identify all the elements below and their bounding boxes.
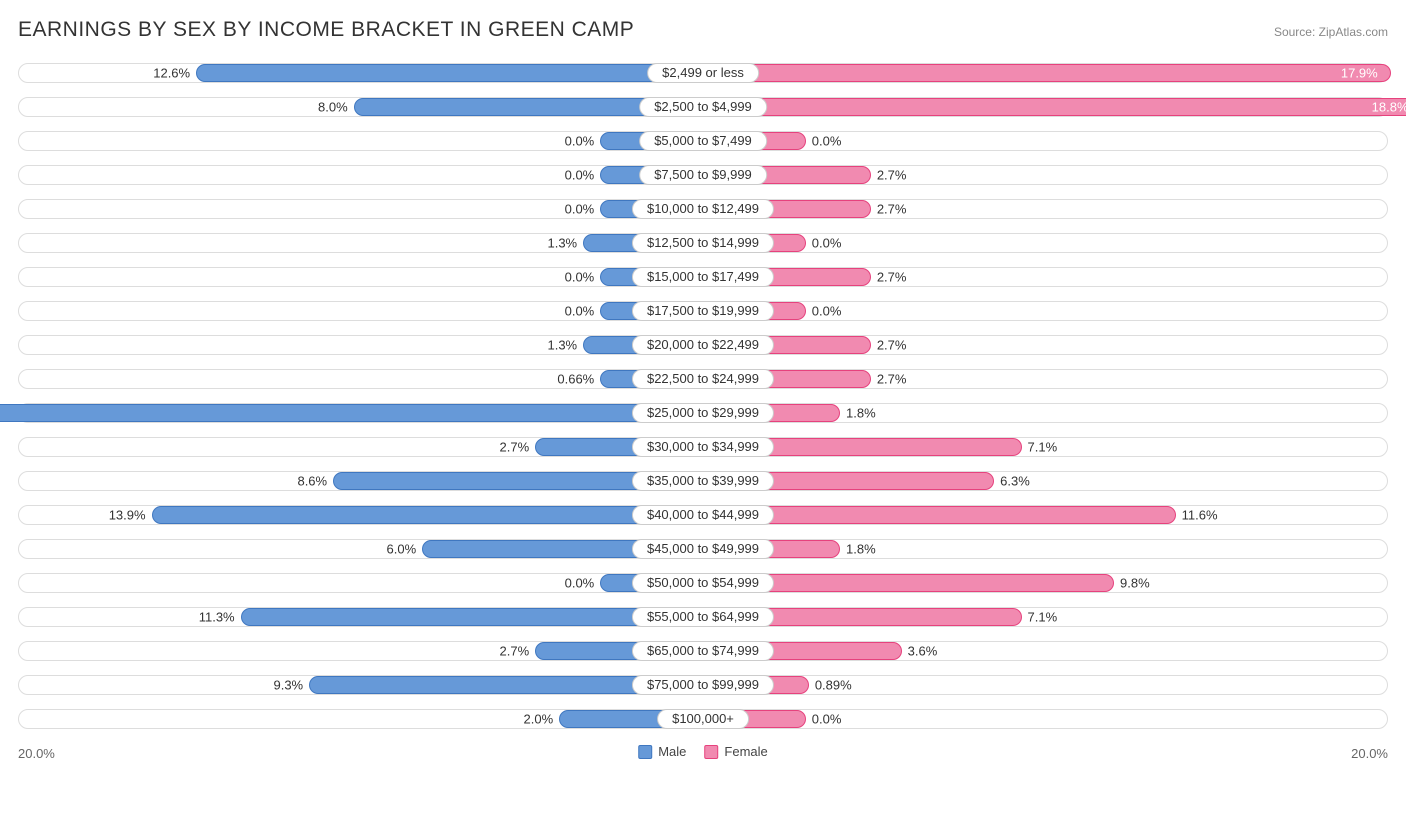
female-swatch-icon: [704, 745, 718, 759]
legend: Male Female: [638, 744, 768, 759]
chart-row: $30,000 to $34,999 2.7% 7.1%: [18, 430, 1388, 464]
female-pct-label: 2.7%: [877, 270, 907, 285]
female-bar: [703, 64, 1391, 82]
bracket-label: $10,000 to $12,499: [632, 199, 774, 219]
chart-row: $2,500 to $4,9998.0%18.8%: [18, 90, 1388, 124]
male-bar: [152, 506, 703, 524]
legend-male-label: Male: [658, 744, 686, 759]
male-pct-label: 8.6%: [297, 474, 327, 489]
bracket-label: $2,500 to $4,999: [639, 97, 767, 117]
bracket-label: $100,000+: [657, 709, 749, 729]
female-pct-label: 0.0%: [812, 134, 842, 149]
female-pct-label: 17.9%: [1341, 66, 1378, 81]
female-pct-label: 6.3%: [1000, 474, 1030, 489]
bracket-label: $55,000 to $64,999: [632, 607, 774, 627]
female-pct-label: 2.7%: [877, 372, 907, 387]
axis-right-label: 20.0%: [1351, 746, 1388, 761]
male-pct-label: 8.0%: [318, 100, 348, 115]
chart-row: $100,000+ 2.0% 0.0%: [18, 702, 1388, 736]
chart-row: $15,000 to $17,499 0.0% 2.7%: [18, 260, 1388, 294]
bracket-label: $22,500 to $24,999: [632, 369, 774, 389]
female-pct-label: 7.1%: [1028, 610, 1058, 625]
female-pct-label: 3.6%: [908, 644, 938, 659]
bracket-label: $25,000 to $29,999: [632, 403, 774, 423]
female-pct-label: 2.7%: [877, 202, 907, 217]
male-pct-label: 0.0%: [565, 134, 595, 149]
chart-footer: 20.0% Male Female 20.0%: [18, 742, 1388, 772]
male-pct-label: 13.9%: [109, 508, 146, 523]
bracket-label: $17,500 to $19,999: [632, 301, 774, 321]
bracket-label: $75,000 to $99,999: [632, 675, 774, 695]
chart-header: EARNINGS BY SEX BY INCOME BRACKET IN GRE…: [18, 18, 1388, 42]
chart-row: $2,499 or less 12.6% 17.9%: [18, 56, 1388, 90]
legend-male: Male: [638, 744, 686, 759]
chart-row: $12,500 to $14,999 1.3% 0.0%: [18, 226, 1388, 260]
bracket-label: $7,500 to $9,999: [639, 165, 767, 185]
male-pct-label: 2.7%: [500, 440, 530, 455]
female-pct-label: 0.0%: [812, 236, 842, 251]
chart-row: $45,000 to $49,999 6.0% 1.8%: [18, 532, 1388, 566]
chart-row: $7,500 to $9,999 0.0% 2.7%: [18, 158, 1388, 192]
male-swatch-icon: [638, 745, 652, 759]
male-bar: [0, 404, 703, 422]
chart-row: $25,000 to $29,99919.9%1.8%: [18, 396, 1388, 430]
bracket-label: $65,000 to $74,999: [632, 641, 774, 661]
female-pct-label: 18.8%: [1372, 100, 1406, 115]
male-pct-label: 0.0%: [565, 304, 595, 319]
bracket-label: $20,000 to $22,499: [632, 335, 774, 355]
male-pct-label: 0.0%: [565, 576, 595, 591]
female-pct-label: 2.7%: [877, 168, 907, 183]
chart-row: $35,000 to $39,999 8.6% 6.3%: [18, 464, 1388, 498]
male-pct-label: 11.3%: [199, 610, 235, 625]
chart-row: $75,000 to $99,999 9.3% 0.89%: [18, 668, 1388, 702]
chart-row: $50,000 to $54,999 0.0% 9.8%: [18, 566, 1388, 600]
chart-row: $22,500 to $24,999 0.66% 2.7%: [18, 362, 1388, 396]
male-pct-label: 0.0%: [565, 270, 595, 285]
female-pct-label: 1.8%: [846, 406, 876, 421]
female-pct-label: 0.89%: [815, 678, 852, 693]
male-pct-label: 2.7%: [500, 644, 530, 659]
male-pct-label: 1.3%: [547, 338, 577, 353]
bracket-label: $50,000 to $54,999: [632, 573, 774, 593]
bracket-label: $5,000 to $7,499: [639, 131, 767, 151]
bracket-label: $45,000 to $49,999: [632, 539, 774, 559]
chart-title: EARNINGS BY SEX BY INCOME BRACKET IN GRE…: [18, 18, 634, 42]
bracket-label: $40,000 to $44,999: [632, 505, 774, 525]
male-pct-label: 2.0%: [524, 712, 554, 727]
male-bar: [196, 64, 703, 82]
female-pct-label: 7.1%: [1028, 440, 1058, 455]
chart-row: $20,000 to $22,499 1.3% 2.7%: [18, 328, 1388, 362]
male-pct-label: 9.3%: [273, 678, 303, 693]
bracket-label: $12,500 to $14,999: [632, 233, 774, 253]
chart-row: $5,000 to $7,499 0.0% 0.0%: [18, 124, 1388, 158]
female-pct-label: 0.0%: [812, 304, 842, 319]
female-pct-label: 0.0%: [812, 712, 842, 727]
axis-left-label: 20.0%: [18, 746, 55, 761]
chart-row: $17,500 to $19,999 0.0% 0.0%: [18, 294, 1388, 328]
female-bar: [703, 98, 1406, 116]
legend-female-label: Female: [724, 744, 767, 759]
female-pct-label: 1.8%: [846, 542, 876, 557]
female-pct-label: 9.8%: [1120, 576, 1150, 591]
female-pct-label: 2.7%: [877, 338, 907, 353]
female-pct-label: 11.6%: [1182, 508, 1218, 523]
male-pct-label: 1.3%: [547, 236, 577, 251]
male-pct-label: 6.0%: [387, 542, 417, 557]
chart-source: Source: ZipAtlas.com: [1274, 25, 1388, 39]
chart-row: $10,000 to $12,499 0.0% 2.7%: [18, 192, 1388, 226]
bracket-label: $30,000 to $34,999: [632, 437, 774, 457]
bracket-label: $15,000 to $17,499: [632, 267, 774, 287]
diverging-bar-chart: $2,499 or less 12.6% 17.9% $2,500 to $4,999…: [18, 56, 1388, 736]
chart-row: $40,000 to $44,999 13.9% 11.6%: [18, 498, 1388, 532]
chart-row: $65,000 to $74,999 2.7% 3.6%: [18, 634, 1388, 668]
male-pct-label: 12.6%: [153, 66, 190, 81]
bracket-label: $35,000 to $39,999: [632, 471, 774, 491]
male-pct-label: 0.0%: [565, 202, 595, 217]
legend-female: Female: [704, 744, 767, 759]
chart-row: $55,000 to $64,999 11.3% 7.1%: [18, 600, 1388, 634]
male-pct-label: 0.0%: [565, 168, 595, 183]
male-pct-label: 0.66%: [557, 372, 594, 387]
bracket-label: $2,499 or less: [647, 63, 759, 83]
